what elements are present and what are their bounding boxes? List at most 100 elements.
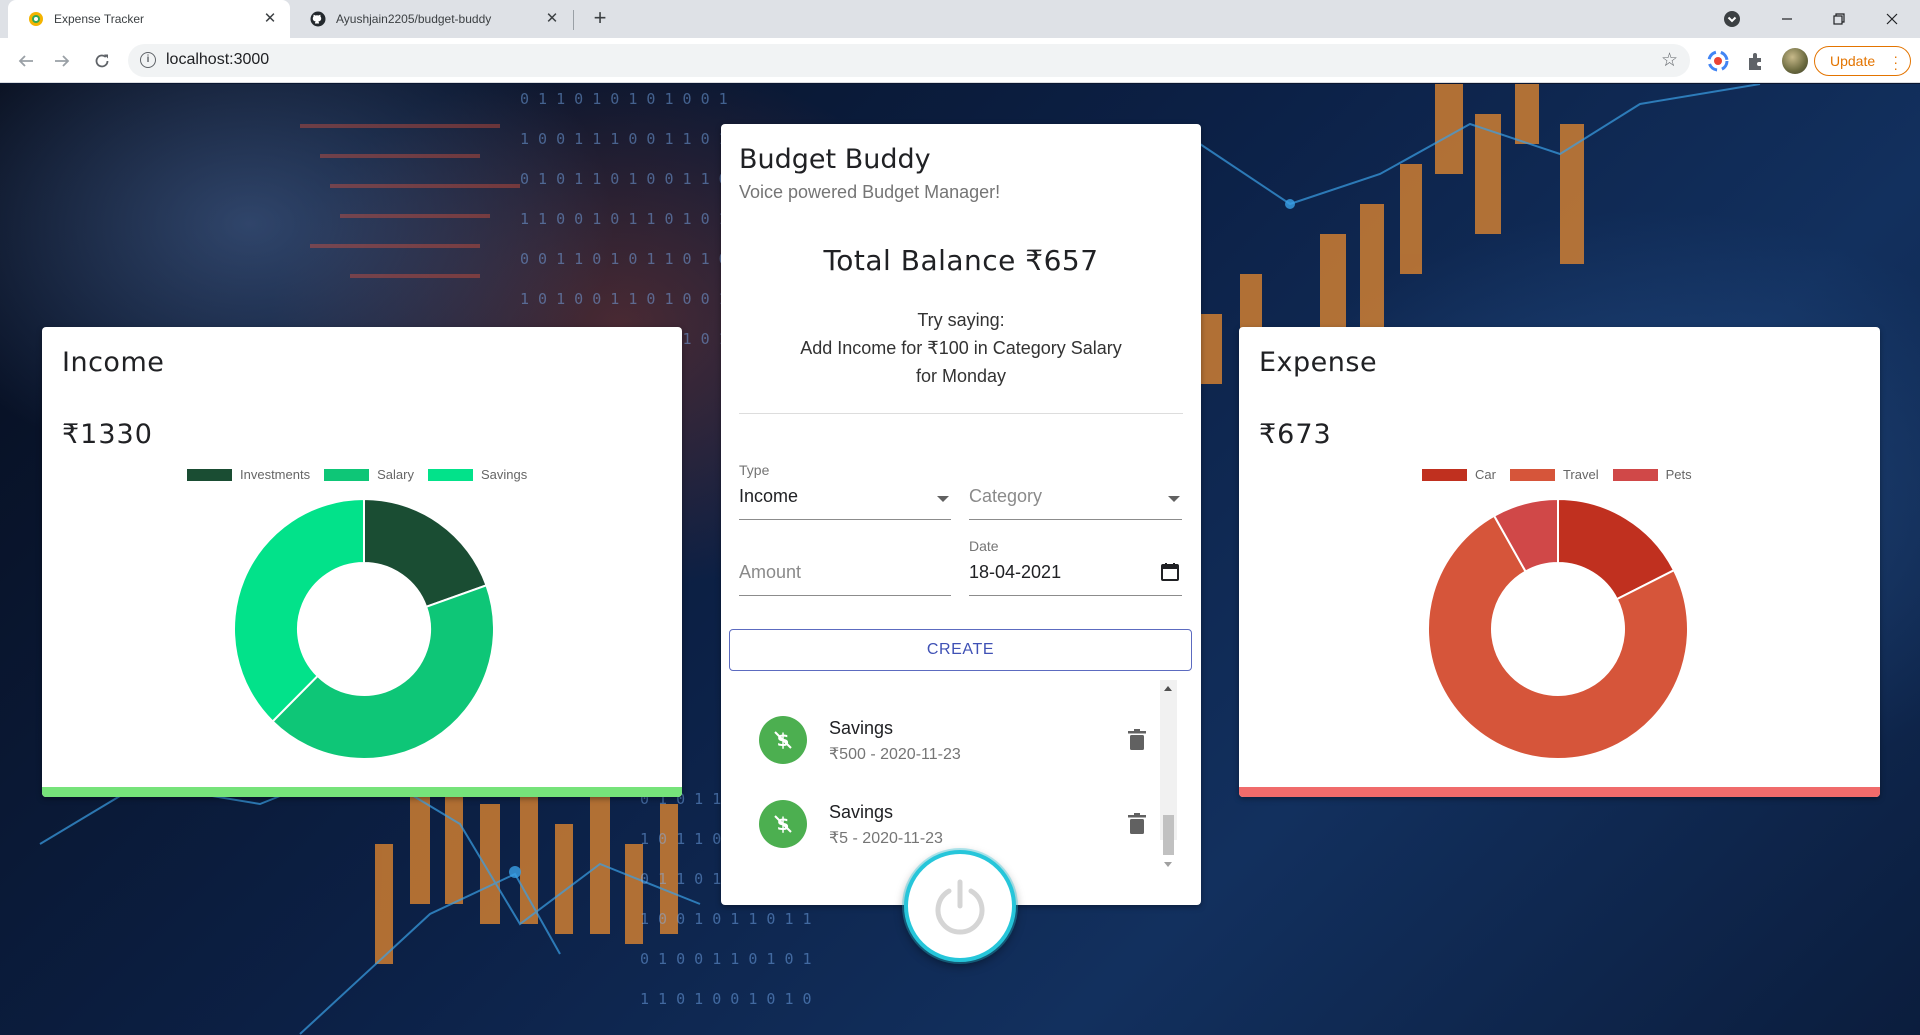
legend-item: Travel [1509, 467, 1599, 482]
svg-text:0 1 0 1 1 0 1 0 0 1 1 0: 0 1 0 1 1 0 1 0 0 1 1 0 [520, 170, 728, 188]
transaction-detail: ₹500 - 2020-11-23 [829, 746, 961, 763]
close-window-icon[interactable] [1870, 0, 1914, 38]
address-bar[interactable]: i localhost:3000 ☆ [128, 44, 1690, 77]
scroll-thumb[interactable] [1163, 815, 1174, 855]
legend-swatch [1422, 468, 1467, 481]
extensions-puzzle-icon[interactable] [1745, 50, 1767, 72]
date-value: 18-04-2021 [969, 562, 1062, 582]
restore-icon[interactable] [1817, 0, 1861, 38]
scroll-up-icon[interactable] [1164, 686, 1172, 691]
category-placeholder: Category [969, 486, 1043, 506]
legend-label: Pets [1665, 467, 1692, 482]
url-text: localhost:3000 [166, 51, 270, 68]
legend-label: Salary [377, 467, 414, 482]
underline [969, 519, 1182, 520]
profile-avatar[interactable] [1782, 48, 1808, 74]
amount-placeholder: Amount [739, 562, 802, 582]
expense-title: Expense [1259, 347, 1378, 378]
scroll-down-icon[interactable] [1164, 862, 1172, 867]
type-select[interactable]: Type Income [739, 462, 951, 520]
calendar-icon[interactable] [1160, 562, 1180, 582]
date-input[interactable]: Date 18-04-2021 [969, 538, 1182, 596]
browser-tabbar: Expense Tracker ✕ Ayushjain2205/budget-b… [0, 0, 1920, 38]
tab-github[interactable]: Ayushjain2205/budget-buddy ✕ [290, 0, 572, 38]
budget-buddy-card: Budget Buddy Voice powered Budget Manage… [721, 124, 1201, 905]
income-card: Income ₹1330 Investments Salary Savings [42, 327, 682, 797]
back-icon[interactable] [12, 47, 40, 75]
legend-label: Savings [480, 467, 528, 482]
minimize-icon[interactable] [1765, 0, 1809, 38]
svg-text:0 0 1 1 0 1 0 1 1 0 1 0: 0 0 1 1 0 1 0 1 1 0 1 0 [520, 250, 728, 268]
delete-icon[interactable] [1127, 813, 1147, 835]
legend-swatch [1509, 468, 1555, 481]
legend-item: Car [1422, 467, 1496, 482]
delete-icon[interactable] [1127, 729, 1147, 751]
transaction-list: $ Savings ₹500 - 2020-11-23 $ Savings ₹5… [729, 680, 1189, 848]
extension-colorful-icon[interactable] [1707, 50, 1729, 72]
app-title: Budget Buddy [739, 144, 931, 175]
underline [969, 595, 1182, 596]
reload-icon[interactable] [88, 47, 116, 75]
svg-text:0 1 1 0 1 0 1 0 1 0 0 1: 0 1 1 0 1 0 1 0 1 0 0 1 [520, 90, 728, 108]
legend-label: Travel [1562, 467, 1599, 482]
bookmark-star-icon[interactable]: ☆ [1660, 50, 1678, 71]
income-title: Income [62, 347, 165, 378]
tab-separator [573, 10, 574, 30]
donut-slice-pets[interactable] [1492, 497, 1559, 573]
power-icon [935, 879, 985, 935]
svg-text:1 1 0 0 1 0 1 1 0 1 0 1: 1 1 0 0 1 0 1 1 0 1 0 1 [520, 210, 728, 228]
legend-label: Investments [240, 467, 311, 482]
income-amount: ₹1330 [62, 419, 153, 450]
hint-line: for Monday [915, 366, 1007, 386]
menu-dots-icon: · · · [1893, 48, 1898, 76]
background-art: 0 1 1 0 1 0 1 0 1 0 0 1 1 0 0 1 1 1 0 0 … [39, 84, 1761, 1035]
svg-text:0 1 0 0 1 1 0 1 0 1: 0 1 0 0 1 1 0 1 0 1 [640, 950, 812, 968]
svg-text:1 0 1 0 0 1 1 0 1 0 0 1: 1 0 1 0 0 1 1 0 1 0 0 1 [520, 290, 728, 308]
tab-expense-tracker[interactable]: Expense Tracker ✕ [8, 0, 290, 38]
income-legend: Investments Salary Savings [187, 467, 541, 482]
github-icon [310, 11, 326, 27]
transaction-category: Savings [829, 802, 894, 822]
forward-icon[interactable] [48, 47, 76, 75]
expense-accent-bar [1239, 787, 1880, 797]
voice-power-button[interactable] [904, 850, 1016, 962]
tab-title: Ayushjain2205/budget-buddy [336, 12, 492, 26]
donut-slice-travel[interactable] [1427, 514, 1689, 760]
expense-card: Expense ₹673 Car Travel Pets [1239, 327, 1880, 797]
type-value: Income [739, 486, 799, 506]
browser-toolbar: i localhost:3000 ☆ Update · · · [0, 38, 1920, 83]
list-scrollbar[interactable] [1160, 680, 1177, 867]
new-tab-icon[interactable]: + [593, 5, 607, 30]
close-tab-icon[interactable]: ✕ [545, 10, 559, 27]
legend-swatch [324, 468, 370, 481]
create-button[interactable]: CREATE [729, 629, 1192, 671]
close-tab-icon[interactable]: ✕ [263, 10, 277, 27]
expense-donut-chart [1427, 497, 1689, 760]
income-accent-bar [42, 787, 682, 797]
donut-slice-car[interactable] [1557, 497, 1676, 601]
hint-line: Try saying: [917, 310, 1005, 330]
transaction-detail: ₹5 - 2020-11-23 [829, 830, 943, 847]
expense-legend: Car Travel Pets [1422, 467, 1706, 482]
amount-input[interactable]: Amount [739, 538, 951, 596]
donut-slice-investments[interactable] [363, 497, 488, 609]
chevron-down-icon [937, 496, 949, 502]
site-info-icon[interactable]: i [140, 52, 156, 68]
svg-text:1 1 0 1 0 0 1 0 1 0: 1 1 0 1 0 0 1 0 1 0 [640, 990, 812, 1008]
donut-slice-salary[interactable] [271, 584, 495, 760]
app-subtitle: Voice powered Budget Manager! [739, 182, 1001, 202]
category-select[interactable]: Category [969, 462, 1182, 520]
legend-label: Car [1475, 467, 1496, 482]
chevron-down-icon [1168, 496, 1180, 502]
legend-item: Salary [324, 467, 414, 482]
hint-line: Add Income for ₹100 in Category Salary [800, 338, 1122, 358]
tab-title: Expense Tracker [54, 12, 145, 26]
legend-item: Investments [187, 467, 310, 482]
legend-item: Savings [427, 467, 528, 482]
donut-slice-savings[interactable] [233, 497, 365, 723]
money-off-icon: $ [759, 800, 807, 848]
update-button[interactable]: Update · · · [1814, 46, 1911, 76]
tab-search-icon[interactable] [1710, 0, 1754, 38]
legend-swatch [187, 468, 232, 481]
update-label: Update [1830, 53, 1876, 69]
